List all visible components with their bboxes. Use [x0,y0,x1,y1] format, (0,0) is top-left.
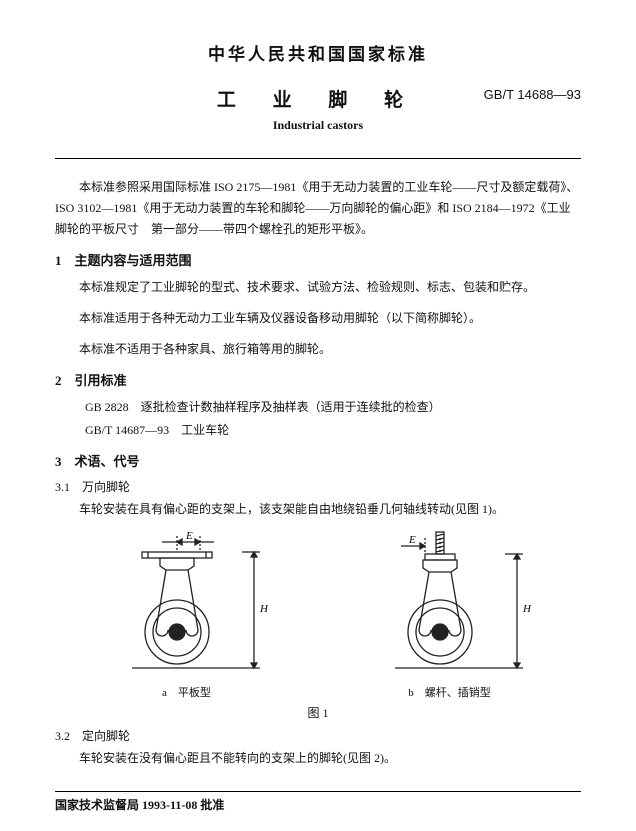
dim-label-H: H [259,603,269,615]
castor-plate-icon: E H [102,530,272,680]
s1-p1: 本标准规定了工业脚轮的型式、技术要求、试验方法、检验规则、标志、包装和贮存。 [55,277,581,298]
standard-code: GB/T 14688—93 [484,87,581,102]
figure-1-container: E H a 平板型 [55,530,581,700]
footer-divider [55,791,581,792]
figure-1-number: 图 1 [55,704,581,721]
s1-p3: 本标准不适用于各种家具、旅行箱等用的脚轮。 [55,339,581,360]
footer-approval-text: 国家技术监督局 1993-11-08 批准 [55,796,581,813]
dim-label-E: E [185,530,193,542]
s1-p2: 本标准适用于各种无动力工业车辆及仪器设备移动用脚轮（以下简称脚轮）。 [55,308,581,329]
title-row: 工 业 脚 轮 GB/T 14688—93 [55,85,581,112]
section-1-heading: 1 主题内容与适用范围 [55,250,581,269]
figure-1b: E H b 螺杆、插销型 [365,530,535,700]
figure-1a-caption: a 平板型 [102,684,272,700]
s3-2-body: 车轮安装在没有偏心距且不能转向的支架上的脚轮(见图 2)。 [55,748,581,769]
s2-ref2: GB/T 14687—93 工业车轮 [55,420,581,441]
s2-ref1: GB 2828 逐批检查计数抽样程序及抽样表（适用于连续批的检查） [55,397,581,418]
dim-label-H-b: H [522,603,532,615]
intro-paragraph: 本标准参照采用国际标准 ISO 2175—1981《用于无动力装置的工业车轮——… [55,177,581,240]
section-2-heading: 2 引用标准 [55,370,581,389]
document-page: 中华人民共和国国家标准 工 业 脚 轮 GB/T 14688—93 Indust… [0,0,636,831]
dim-label-E-b: E [408,534,416,546]
s3-1-body: 车轮安装在具有偏心距的支架上，该支架能自由地绕铅垂几何轴线转动(见图 1)。 [55,499,581,520]
country-standard-title: 中华人民共和国国家标准 [55,40,581,65]
subtitle-english: Industrial castors [55,118,581,133]
section-3-heading: 3 术语、代号 [55,451,581,470]
figure-1a: E H a 平板型 [102,530,272,700]
castor-stem-icon: E H [365,530,535,680]
figure-1b-caption: b 螺杆、插销型 [365,684,535,700]
page-footer: 国家技术监督局 1993-11-08 批准 [55,791,581,813]
section-3-1-heading: 3.1 万向脚轮 [55,478,581,495]
header-divider [55,158,581,159]
section-3-2-heading: 3.2 定向脚轮 [55,727,581,744]
